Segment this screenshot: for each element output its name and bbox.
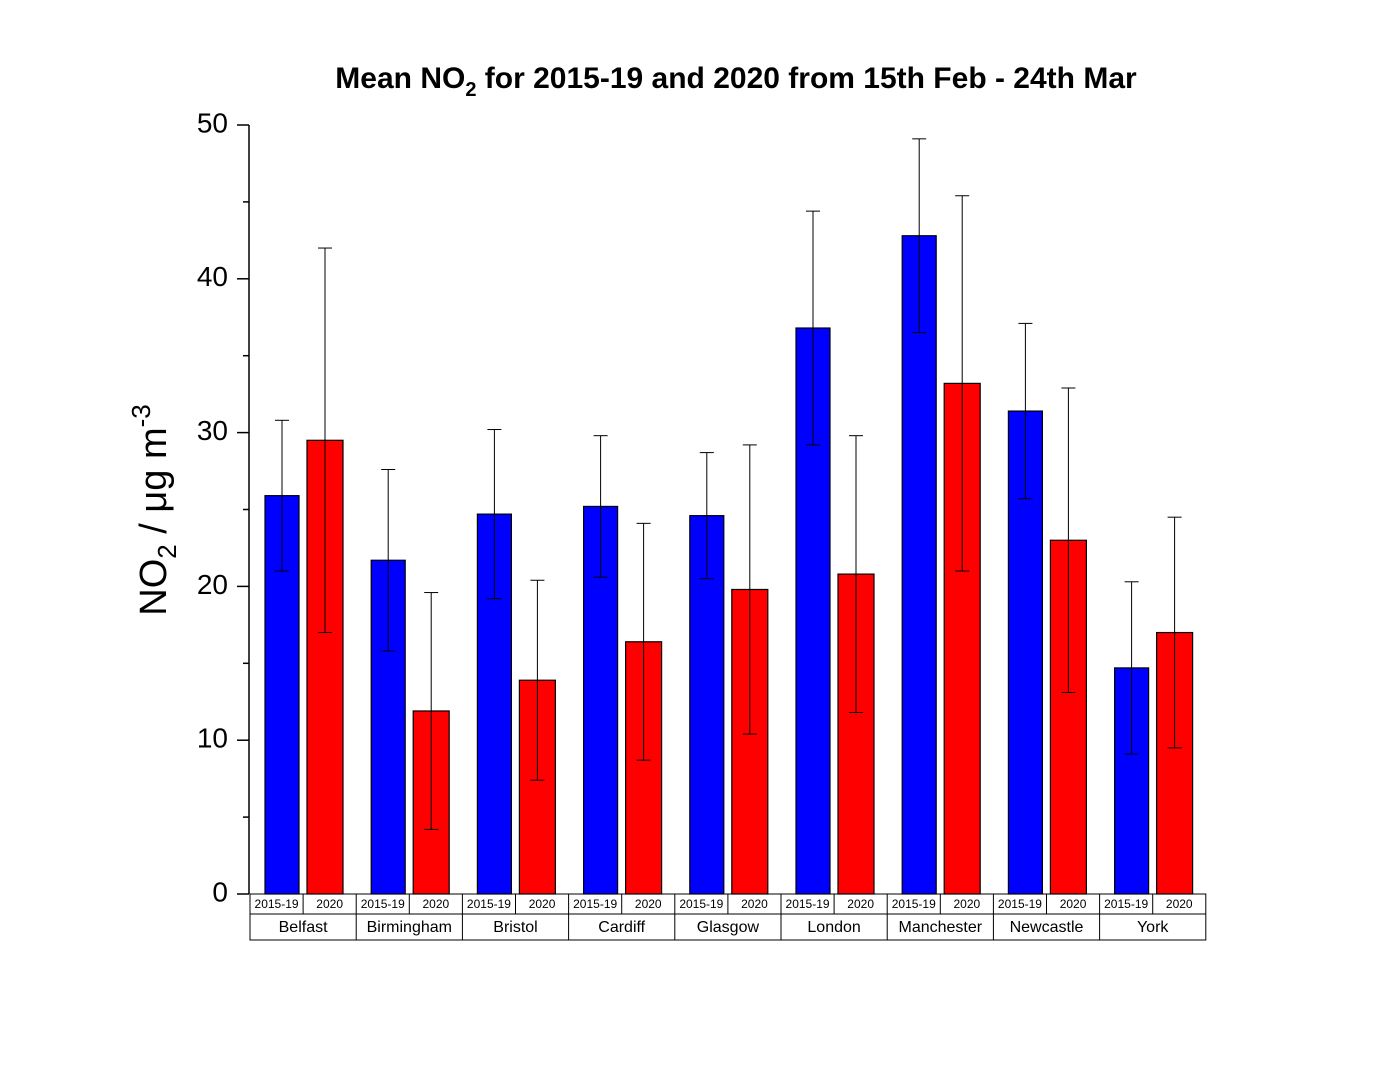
series-label: 2015-19	[998, 897, 1042, 911]
category-label: Bristol	[493, 919, 537, 936]
title-subscript: 2	[465, 79, 476, 101]
bar	[1113, 667, 1150, 895]
series-label: 2015-19	[361, 897, 405, 911]
bar	[901, 235, 937, 895]
title-part: for 2015-19 and 2020 from 15th Feb - 24t…	[476, 62, 1137, 95]
y-tick-label: 30	[197, 415, 228, 446]
y-tick-label: 20	[197, 569, 228, 600]
series-label: 2020	[529, 897, 556, 911]
series-label: 2015-19	[679, 897, 723, 911]
series-label: 2020	[635, 897, 662, 911]
series-label: 2015-19	[255, 897, 299, 911]
series-label: 2020	[953, 897, 980, 911]
y-tick-label: 0	[212, 876, 228, 907]
category-label: Cardiff	[598, 919, 645, 936]
category-label: London	[807, 919, 860, 936]
chart-title: Mean NO2 for 2015-19 and 2020 from 15th …	[335, 62, 1137, 101]
y-tick-label: 50	[197, 107, 228, 138]
series-label: 2015-19	[892, 897, 936, 911]
category-label: Manchester	[899, 919, 983, 936]
y-axis-label: NO2 / μg m-3	[126, 404, 182, 616]
ylabel-part: NO	[133, 559, 175, 616]
series-label: 2020	[422, 897, 449, 911]
series-label: 2020	[741, 897, 768, 911]
category-label: York	[1137, 919, 1169, 936]
ylabel-superscript: -3	[126, 404, 156, 427]
bar	[795, 327, 831, 895]
series-label: 2015-19	[467, 897, 511, 911]
y-tick-label: 40	[197, 261, 228, 292]
series-label: 2020	[847, 897, 874, 911]
ylabel-part: / μg m	[133, 427, 175, 544]
category-label: Newcastle	[1010, 919, 1084, 936]
series-label: 2015-19	[1104, 897, 1148, 911]
series-label: 2020	[1166, 897, 1193, 911]
category-label: Belfast	[279, 919, 328, 936]
y-tick-label: 10	[197, 723, 228, 754]
series-label: 2020	[1060, 897, 1087, 911]
title-part: Mean NO	[335, 62, 465, 95]
category-label: Glasgow	[697, 919, 760, 936]
category-label: Birmingham	[367, 919, 452, 936]
ylabel-subscript: 2	[152, 544, 182, 558]
series-label: 2020	[316, 897, 343, 911]
series-label: 2015-19	[573, 897, 617, 911]
series-label: 2015-19	[786, 897, 830, 911]
